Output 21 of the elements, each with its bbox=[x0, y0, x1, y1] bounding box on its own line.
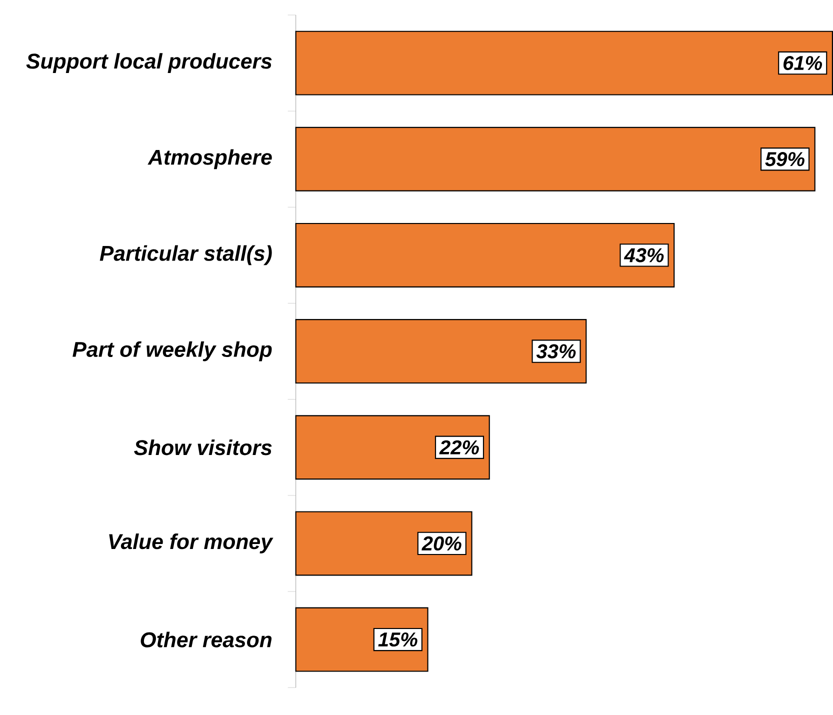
y-tick-label: Support local producers bbox=[26, 53, 272, 74]
data-label: 33% bbox=[536, 344, 576, 359]
y-tick-label: Value for money bbox=[109, 534, 274, 554]
data-label: 22% bbox=[439, 440, 479, 455]
y-tick-label: Part of weekly shop bbox=[72, 342, 272, 362]
data-label: 59% bbox=[765, 152, 804, 166]
bar bbox=[295, 415, 490, 480]
data-label: 20% bbox=[422, 536, 462, 551]
bar bbox=[295, 223, 675, 288]
data-label: 43% bbox=[624, 248, 664, 262]
data-label: 15% bbox=[378, 632, 418, 647]
bar bbox=[295, 319, 587, 384]
bar bbox=[295, 127, 816, 192]
y-tick-label: Other reason bbox=[140, 632, 272, 648]
bar bbox=[295, 511, 472, 576]
y-tick-label: Atmosphere bbox=[148, 149, 272, 170]
y-tick-label: Particular stall(s) bbox=[100, 245, 272, 266]
bar bbox=[295, 31, 833, 96]
data-label: 61% bbox=[784, 56, 822, 70]
bar bbox=[295, 608, 428, 672]
y-tick-label: Show visitors bbox=[134, 440, 272, 456]
